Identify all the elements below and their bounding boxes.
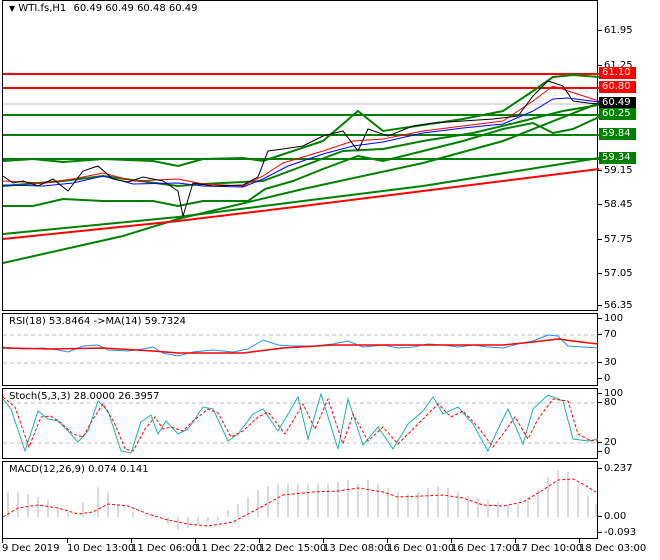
- macd-title: MACD(12,26,9) 0.074 0.141: [9, 464, 149, 475]
- rsi-tick: 70: [598, 329, 617, 340]
- time-label: 10 Dec 13:00: [67, 543, 135, 554]
- chart-header: ▼ WTI.fs,H1 60.49 60.49 60.48 60.49: [9, 3, 198, 14]
- time-label: 11 Dec 06:00: [131, 543, 199, 554]
- macd-panel[interactable]: MACD(12,26,9) 0.074 0.141: [2, 461, 598, 539]
- time-label: 12 Dec 15:00: [259, 543, 327, 554]
- macd-tick: 0.00: [598, 511, 626, 522]
- macd-tick: -0.093: [598, 527, 636, 538]
- price-tick: 57.05: [598, 268, 633, 279]
- macd-axis: 0.237 0.00 -0.093: [598, 461, 660, 539]
- rsi-plot: [3, 334, 599, 364]
- rsi-tick: 100: [598, 313, 623, 324]
- time-label: 16 Dec 01:00: [387, 543, 455, 554]
- time-label: 17 Dec 10:00: [515, 543, 583, 554]
- price-tick: 56.35: [598, 300, 633, 311]
- collapse-triangle-icon[interactable]: ▼: [9, 4, 16, 13]
- ohlc-values: 60.49 60.49 60.48 60.49: [73, 3, 198, 14]
- stochastic-panel[interactable]: Stoch(5,3,3) 28.0000 26.3957: [2, 388, 599, 459]
- time-label: 11 Dec 22:00: [195, 543, 263, 554]
- macd-plot: [3, 470, 597, 530]
- price-tick: 57.75: [598, 234, 633, 245]
- stochastic-tick: 80: [598, 397, 617, 408]
- support-level-tag: 59.34: [599, 152, 636, 164]
- current-price-tag: 60.49: [599, 97, 636, 109]
- rsi-axis: 100 70 30 0: [598, 313, 660, 386]
- price-tick: 58.45: [598, 199, 633, 210]
- price-tick: 61.25: [598, 60, 633, 71]
- rsi-tick: 0: [598, 373, 610, 384]
- stochastic-axis: 100 80 20 0: [598, 388, 660, 459]
- support-level-tag: 60.25: [599, 108, 636, 120]
- rsi-panel[interactable]: RSI(18) 53.8464 ->MA(14) 59.7324: [2, 313, 599, 386]
- price-tick: 59.15: [598, 165, 633, 176]
- resistance-level-tag: 61.10: [599, 67, 636, 79]
- symbol-label: WTI.fs,H1: [18, 3, 67, 14]
- stochastic-tick: 20: [598, 437, 617, 448]
- time-label: 9 Dec 2019: [2, 543, 60, 554]
- stochastic-tick: 0: [598, 446, 610, 457]
- rsi-tick: 30: [598, 357, 617, 368]
- macd-tick: 0.237: [598, 463, 633, 474]
- price-chart-panel[interactable]: ▼ WTI.fs,H1 60.49 60.49 60.48 60.49: [2, 0, 599, 311]
- time-label: 18 Dec 03:00: [579, 543, 647, 554]
- stochastic-plot: [3, 392, 599, 454]
- stochastic-title: Stoch(5,3,3) 28.0000 26.3957: [9, 391, 160, 402]
- time-label: 16 Dec 17:00: [451, 543, 519, 554]
- rsi-title: RSI(18) 53.8464 ->MA(14) 59.7324: [9, 316, 186, 327]
- time-label: 13 Dec 08:00: [323, 543, 391, 554]
- price-axis: 61.95 61.25 59.15 58.45 57.75 57.05 56.3…: [598, 0, 660, 311]
- price-plot: [3, 73, 599, 264]
- price-tick: 61.95: [598, 25, 633, 36]
- resistance-level-tag: 60.80: [599, 81, 636, 93]
- support-level-tag: 59.84: [599, 128, 636, 140]
- stochastic-tick: 100: [598, 388, 623, 399]
